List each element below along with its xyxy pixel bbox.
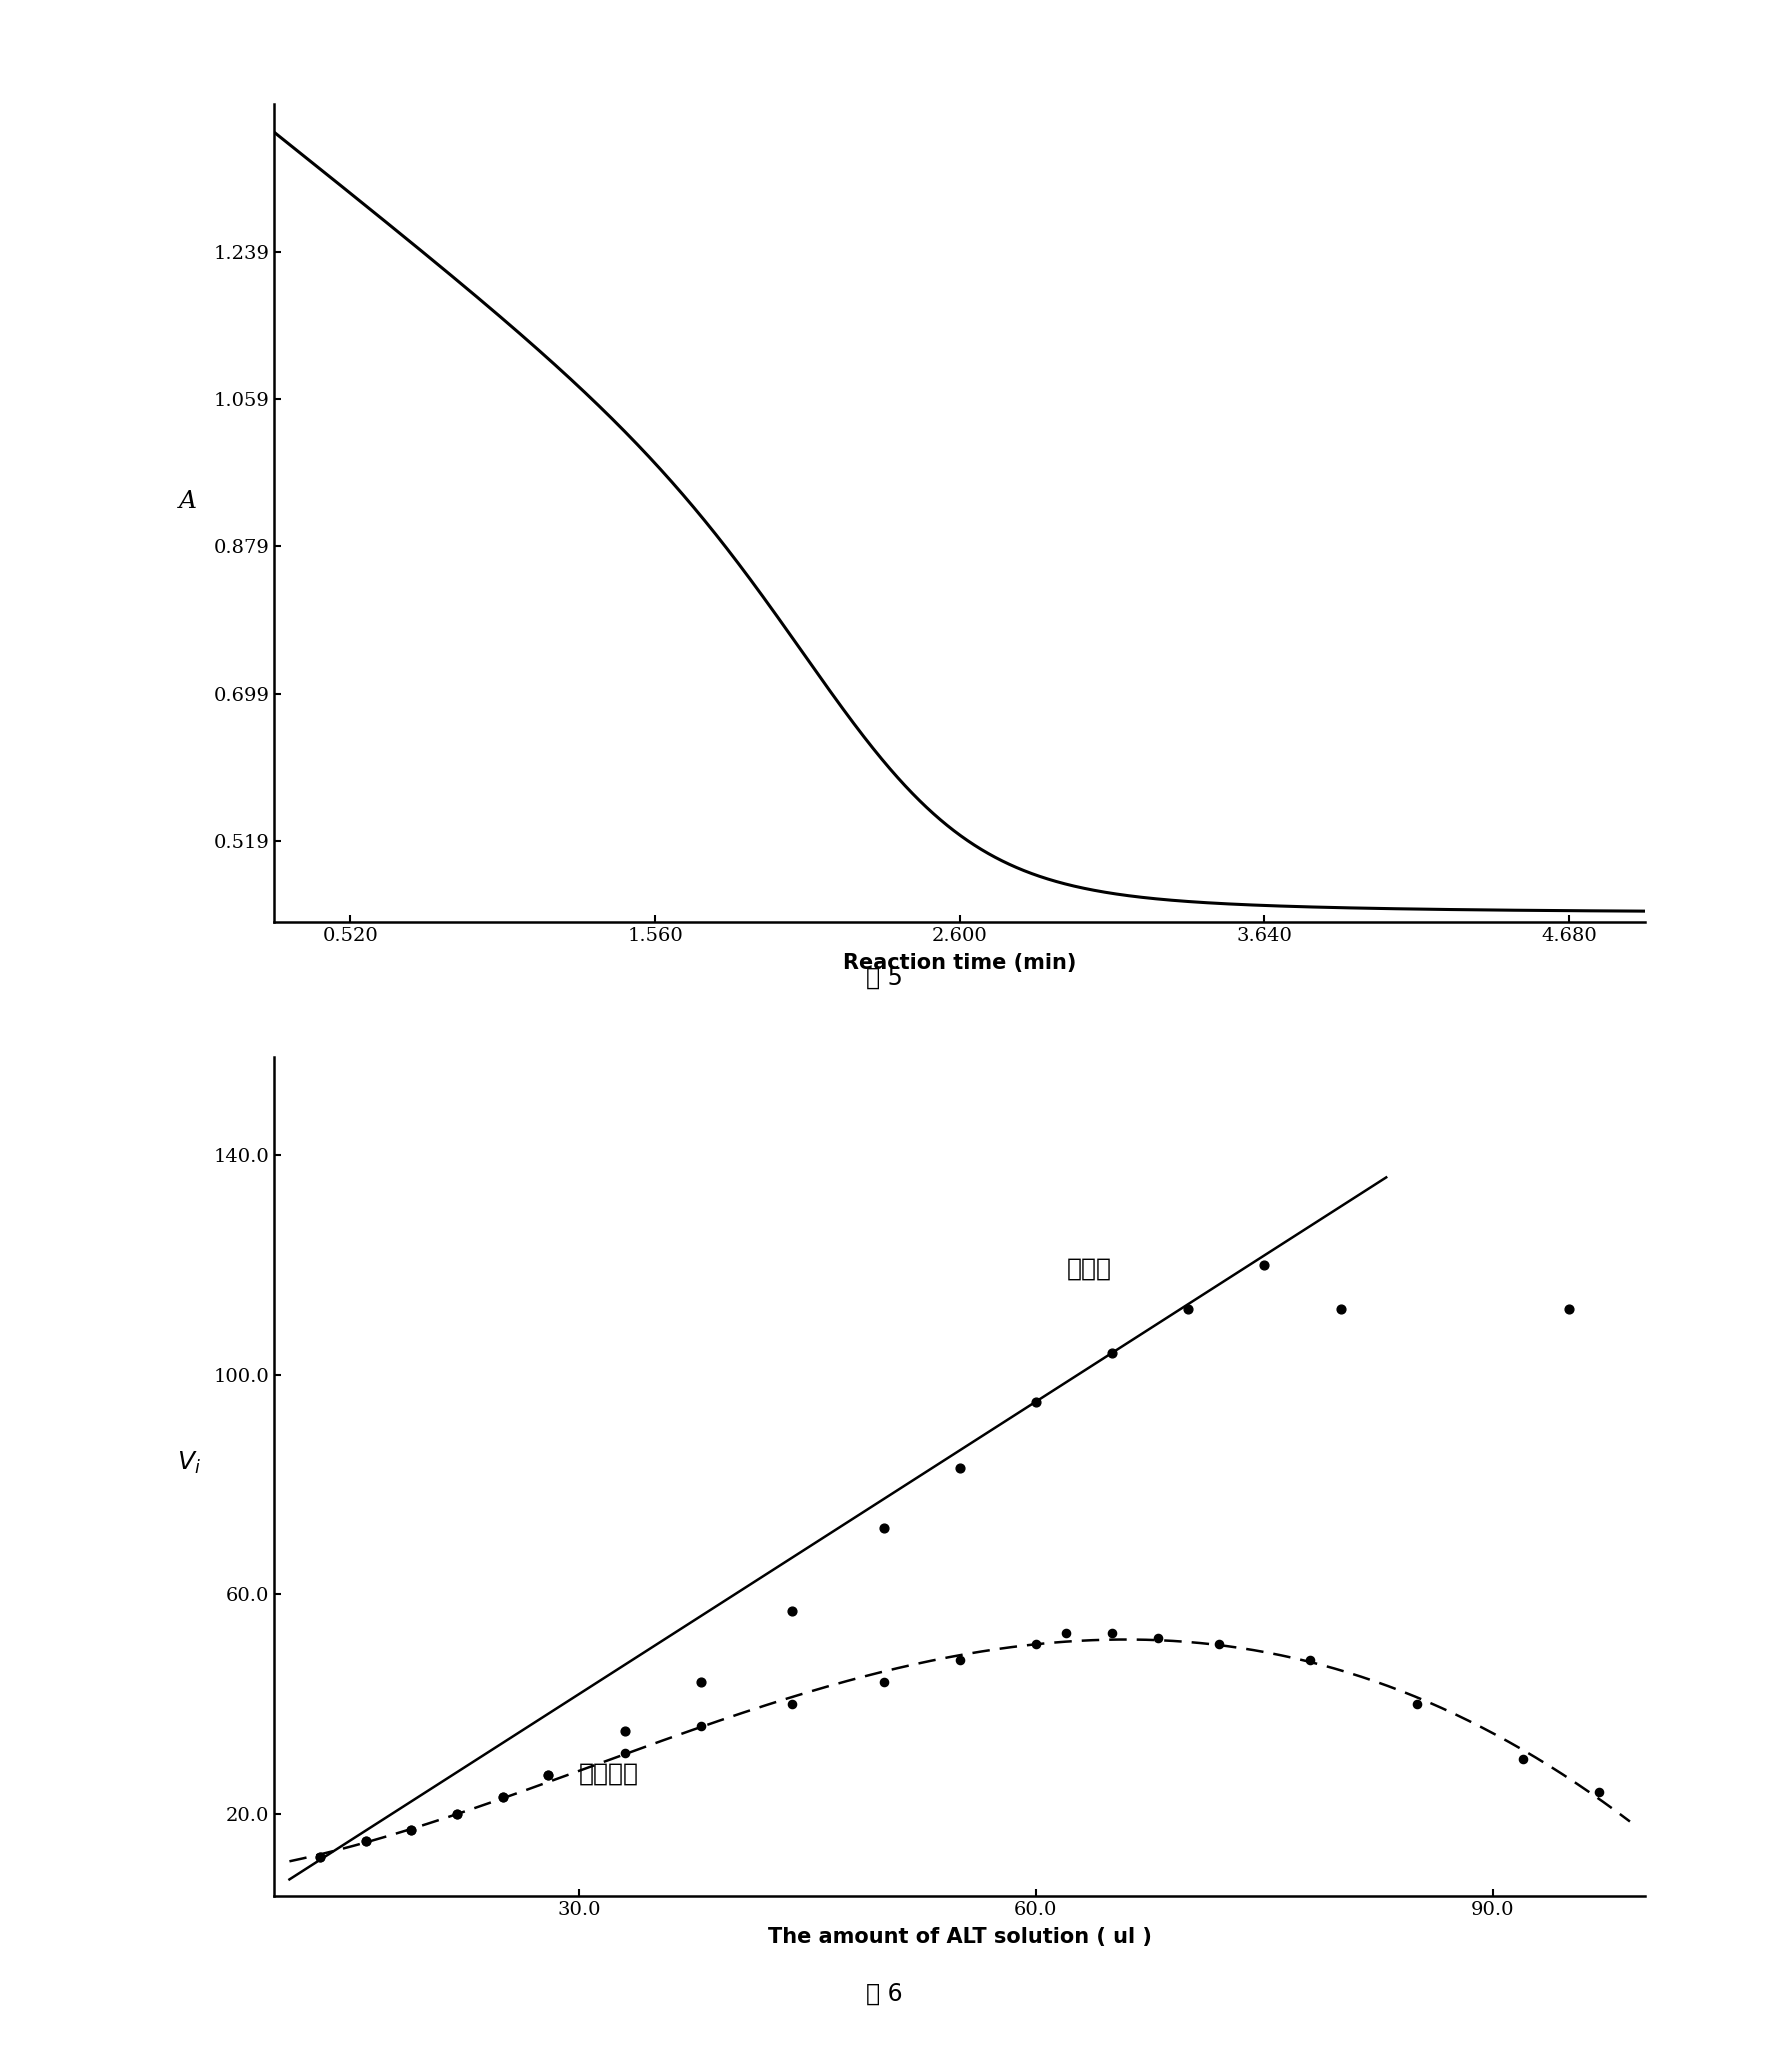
Point bbox=[534, 1759, 563, 1792]
Point bbox=[778, 1687, 807, 1720]
Point bbox=[1099, 1336, 1127, 1370]
Point bbox=[1143, 1622, 1171, 1656]
Point bbox=[1403, 1687, 1431, 1720]
Text: 图 5: 图 5 bbox=[867, 966, 902, 990]
Point bbox=[778, 1593, 807, 1627]
Point bbox=[306, 1840, 334, 1873]
Point bbox=[1327, 1293, 1355, 1326]
Point bbox=[610, 1716, 639, 1749]
Point bbox=[488, 1780, 517, 1813]
Point bbox=[686, 1709, 715, 1743]
Point bbox=[1585, 1776, 1613, 1809]
Point bbox=[946, 1452, 975, 1486]
Point bbox=[1297, 1643, 1325, 1676]
Point bbox=[1251, 1249, 1279, 1283]
Point bbox=[869, 1513, 897, 1546]
Point bbox=[1205, 1627, 1233, 1660]
Text: 初速度法: 初速度法 bbox=[578, 1761, 639, 1786]
Point bbox=[352, 1825, 380, 1859]
Text: 图 6: 图 6 bbox=[867, 1981, 902, 2006]
Point bbox=[398, 1813, 426, 1846]
Point bbox=[1022, 1627, 1051, 1660]
X-axis label: Reaction time (min): Reaction time (min) bbox=[844, 953, 1076, 974]
Point bbox=[398, 1813, 426, 1846]
Point bbox=[946, 1643, 975, 1676]
Point bbox=[686, 1666, 715, 1699]
Point bbox=[534, 1759, 563, 1792]
Point bbox=[442, 1796, 471, 1830]
Point bbox=[1022, 1386, 1051, 1419]
Y-axis label: $V_i$: $V_i$ bbox=[177, 1450, 200, 1475]
Point bbox=[306, 1840, 334, 1873]
Text: 联用法: 联用法 bbox=[1067, 1258, 1111, 1280]
Point bbox=[442, 1796, 471, 1830]
Point bbox=[1053, 1616, 1081, 1649]
Point bbox=[1175, 1293, 1203, 1326]
Point bbox=[1555, 1293, 1583, 1326]
Point bbox=[1099, 1616, 1127, 1649]
Point bbox=[352, 1825, 380, 1859]
Point bbox=[610, 1736, 639, 1769]
Point bbox=[488, 1780, 517, 1813]
X-axis label: The amount of ALT solution ( ul ): The amount of ALT solution ( ul ) bbox=[768, 1927, 1152, 1948]
Point bbox=[1509, 1743, 1537, 1776]
Y-axis label: A: A bbox=[179, 489, 198, 512]
Point bbox=[869, 1666, 897, 1699]
